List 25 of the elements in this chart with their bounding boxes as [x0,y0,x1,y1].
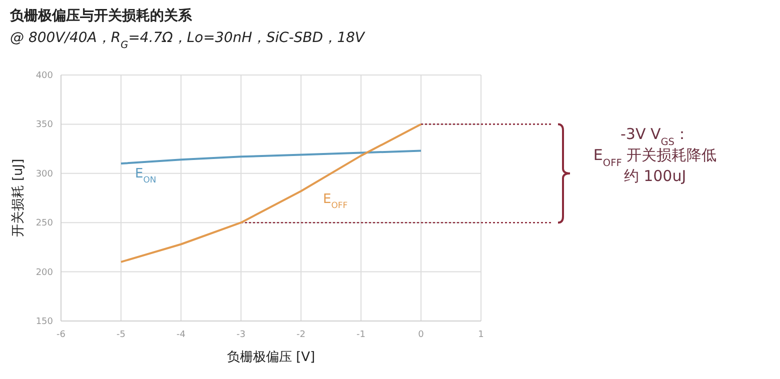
y-axis-title: 开关损耗 [uJ] [11,158,26,238]
y-tick-label: 150 [36,317,54,327]
text: E$_{OFF}$ 开关损耗降低 [593,146,717,168]
y-tick-label: 300 [36,169,54,180]
series-label: E$_{OFF}$ [323,192,348,210]
text: 约 100uJ [624,167,686,185]
x-tick-label: -1 [356,330,366,340]
y-tick-label: 350 [36,120,54,130]
x-tick-label: -5 [116,330,126,340]
chart-subtitle: @ 800V/40A，R$_{G}$=4.7Ω，Lo=30nH，SiC-SBD，18V [10,30,366,50]
line-series [120,150,422,165]
x-tick-label: 0 [418,330,424,340]
x-tick-label: 1 [478,330,484,340]
line-series [120,123,422,263]
x-tick-label: -6 [56,330,66,340]
text: -3V V$_{GS}$： [620,125,690,148]
x-tick-label: -3 [236,330,246,340]
x-tick-label: -2 [296,330,306,340]
x-axis-title: 负栅极偏压 [V] [226,350,316,365]
chart-title: 负栅极偏压与开关损耗的关系 [9,7,193,24]
x-tick-label: -4 [176,330,186,340]
y-tick-label: 200 [36,268,54,278]
y-tick-label: 250 [36,218,54,229]
series-label: E$_{ON}$ [135,166,156,185]
y-tick-label: 400 [36,71,54,81]
